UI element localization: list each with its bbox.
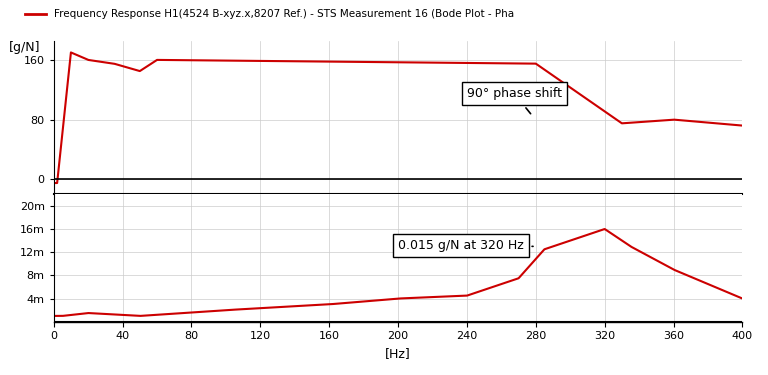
Text: 0.015 g/N at 320 Hz: 0.015 g/N at 320 Hz	[398, 239, 533, 252]
Text: [g/N]: [g/N]	[9, 41, 41, 54]
X-axis label: [Hz]: [Hz]	[386, 347, 411, 360]
Text: 90° phase shift: 90° phase shift	[467, 87, 562, 114]
Legend: Frequency Response H1(4524 B-xyz.x,8207 Ref.) - STS Measurement 16 (Bode Plot - : Frequency Response H1(4524 B-xyz.x,8207 …	[21, 5, 518, 24]
